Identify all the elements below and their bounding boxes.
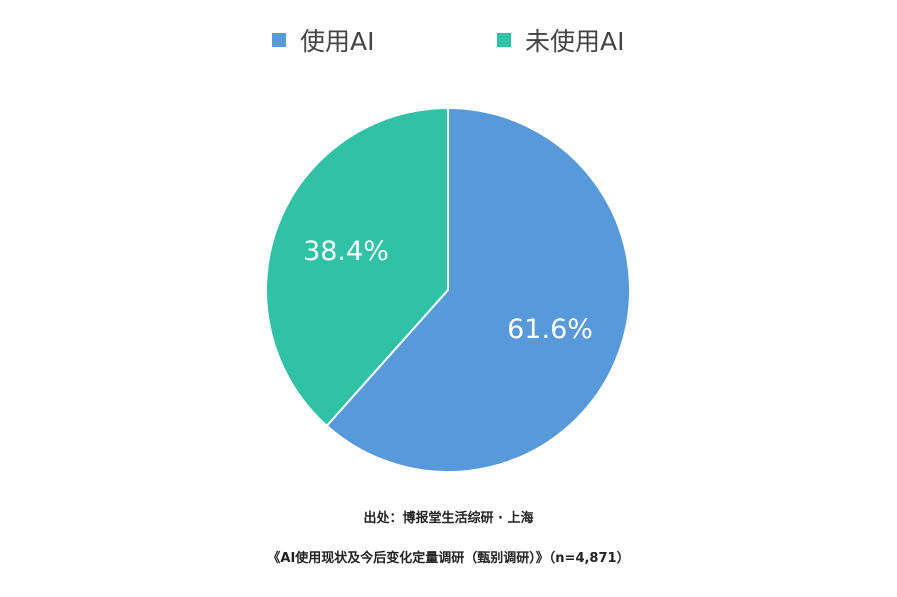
- pie-slice-0[interactable]: [325, 106, 631, 473]
- legend-item-used-ai[interactable]: 使用AI: [272, 22, 374, 58]
- survey-text: 《AI使用现状及今后变化定量调研（甄别调研）》（n=4,871）: [267, 551, 630, 566]
- legend-swatch: [497, 33, 511, 47]
- pie-slice-1[interactable]: [265, 106, 449, 428]
- data-label-0: 61.6%: [507, 314, 593, 345]
- legend-item-not-used-ai[interactable]: 未使用AI: [497, 22, 624, 58]
- legend: 使用AI 未使用AI: [0, 22, 897, 58]
- data-label-1: 38.4%: [303, 236, 389, 267]
- legend-label: 使用AI: [300, 27, 375, 56]
- legend-swatch: [272, 33, 286, 47]
- source-text: 出处：博报堂生活综研 · 上海: [363, 511, 534, 526]
- legend-label: 未使用AI: [525, 27, 625, 56]
